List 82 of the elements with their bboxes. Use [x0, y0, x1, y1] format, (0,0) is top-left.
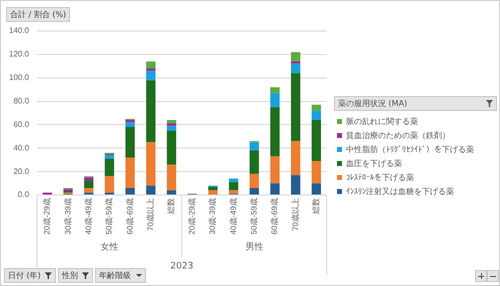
legend-label: 血圧を下げる薬 — [346, 158, 402, 168]
text: 日付 (年) — [8, 271, 41, 280]
bar — [270, 87, 280, 94]
bar — [290, 64, 300, 74]
bar — [104, 158, 114, 176]
y-axis-title: 合計 / 割合 (%) — [6, 7, 70, 22]
bar — [166, 190, 176, 194]
bar — [250, 174, 259, 188]
y-tick-label: 140.0 — [8, 26, 30, 36]
bar — [166, 120, 176, 124]
x-tick-label: 70歳以上 — [290, 198, 300, 231]
bar — [146, 142, 156, 186]
legend-title: 薬の服用状況 (MA) — [334, 96, 497, 111]
bar — [166, 164, 176, 190]
bar — [146, 61, 156, 68]
bar — [228, 190, 238, 194]
x-tick-label: 40歳-49歳 — [84, 198, 93, 234]
legend-label: 貧血治療のための薬（鉄剤） — [346, 130, 450, 140]
bar — [146, 186, 156, 194]
y-tick-label: 60.0 — [13, 120, 30, 129]
bar — [290, 175, 300, 194]
x-tick-label: 30歳-39歳 — [63, 198, 72, 234]
y-tick-label: 100.0 — [8, 73, 30, 82]
x-tick-label: 60歳-69歳 — [270, 198, 280, 234]
bar — [290, 52, 300, 62]
legend-label: 中性脂肪（ﾄﾘｸﾞﾘｾﾗｲﾄﾞ）を下げる薬 — [346, 144, 474, 154]
bar — [84, 180, 94, 188]
x-tick-label: 50歳-59歳 — [249, 198, 258, 234]
bar — [125, 122, 135, 128]
text: 2023 — [170, 261, 194, 272]
bar — [228, 182, 238, 190]
bar — [270, 107, 280, 156]
bar — [312, 183, 321, 194]
bar — [228, 178, 238, 182]
x-tick-label: 70歳以上 — [146, 198, 156, 231]
bar — [270, 156, 280, 184]
x-tick-label: 60歳-69歳 — [125, 198, 134, 234]
x-tick-label: 総数 — [312, 198, 321, 215]
x-tick-label: 40歳-49歳 — [228, 198, 238, 234]
bar — [312, 104, 321, 111]
bar — [146, 70, 156, 80]
legend-label: ｲﾝｽﾘﾝ注射又は血糖を下げる薬 — [346, 186, 454, 196]
bar — [104, 155, 114, 159]
y-tick-label: 40.0 — [13, 143, 30, 152]
legend-label: 脈の乱れに関する薬 — [346, 116, 418, 126]
text: 女性 — [100, 241, 118, 252]
y-tick-label: 120.0 — [8, 50, 30, 59]
bar — [312, 110, 321, 120]
bar — [84, 188, 94, 193]
bar — [146, 80, 156, 142]
bar — [125, 127, 135, 158]
bar — [166, 126, 176, 131]
bar — [146, 68, 156, 71]
bar — [312, 120, 321, 162]
bar — [84, 177, 94, 181]
bar — [290, 61, 300, 64]
bar — [312, 161, 321, 184]
text: 男性 — [245, 241, 264, 252]
bar — [250, 188, 259, 194]
y-tick-label: 80.0 — [13, 96, 30, 106]
bar — [290, 73, 300, 142]
bar — [208, 190, 218, 194]
bar — [125, 158, 135, 188]
x-tick-label: 総数 — [166, 198, 176, 215]
bar — [250, 142, 259, 150]
bar — [166, 130, 176, 165]
x-tick-label: 20歳-29歳 — [187, 198, 196, 234]
y-tick-label: 20.0 — [13, 166, 30, 176]
y-tick-label: 0.0 — [18, 190, 30, 200]
x-tick-label: 50歳-59歳 — [104, 198, 114, 234]
x-tick-label: 20歳-29歳 — [42, 198, 52, 234]
text: 性別 — [62, 271, 78, 280]
bar — [290, 141, 300, 176]
bar — [270, 183, 280, 194]
bar — [125, 188, 135, 194]
bar — [250, 150, 259, 174]
text: 年齢階級 — [99, 271, 131, 280]
legend-label: ｺﾚｽﾃﾛｰﾙを下げる薬 — [346, 172, 414, 182]
bar — [270, 93, 280, 108]
bar — [208, 186, 218, 190]
bar — [104, 176, 114, 193]
x-tick-label: 30歳-39歳 — [208, 198, 218, 234]
